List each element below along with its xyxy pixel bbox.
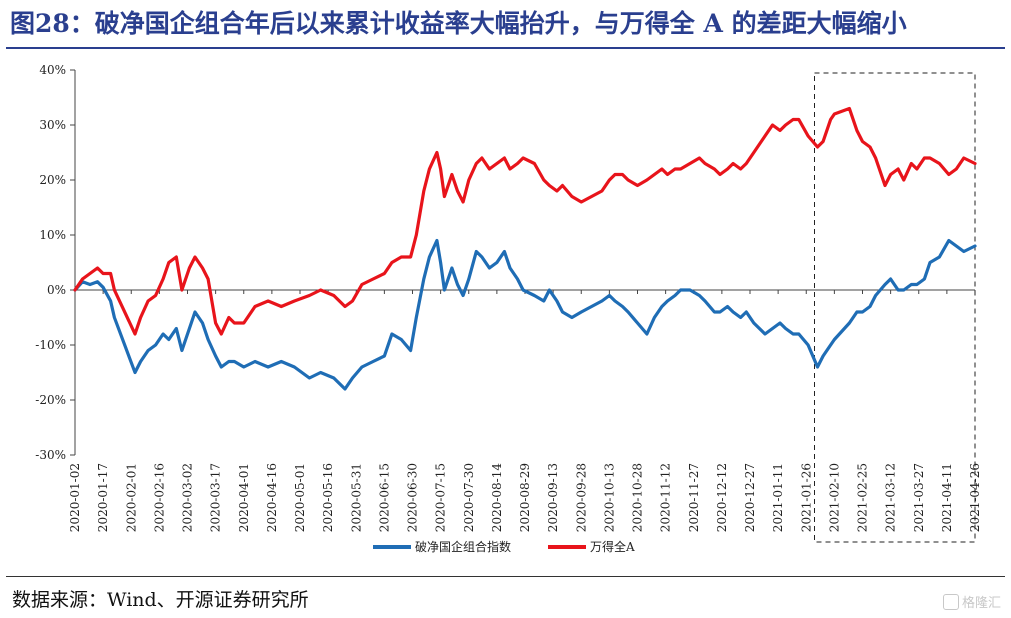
x-tick-label: 2020-05-31: [349, 463, 363, 532]
chart-legend: 破净国企组合指数 万得全A: [373, 539, 635, 554]
series-line-1: [73, 238, 977, 391]
x-tick-label: 2020-02-16: [152, 463, 166, 532]
y-tick-label: -10%: [35, 338, 66, 352]
x-tick-label: 2021-04-11: [940, 463, 954, 532]
watermark-logo-icon: [942, 594, 959, 610]
footer-rule: [6, 576, 1005, 577]
x-tick-label: 2021-02-25: [856, 463, 870, 532]
x-tick-label: 2020-05-16: [321, 463, 335, 532]
x-tick-label: 2021-02-10: [827, 463, 841, 532]
x-tick-label: 2020-01-17: [96, 463, 110, 532]
x-tick-label: 2020-12-12: [715, 463, 729, 532]
x-tick-label: 2020-06-15: [377, 463, 391, 532]
x-tick-label: 2020-03-02: [181, 463, 195, 532]
x-tick-label: 2020-09-28: [574, 463, 588, 532]
chart-axes: -30% -20% -10% 0% 10% 20% 30% 40% 2020-01-02 2020…: [35, 63, 982, 532]
y-tick-label: 30%: [39, 118, 66, 132]
series-line-2: [73, 106, 977, 336]
x-tick-label: 2021-03-27: [912, 463, 926, 532]
x-tick-label: 2020-11-12: [659, 463, 673, 532]
y-tick-label: 40%: [39, 63, 66, 77]
y-tick-label: -30%: [35, 448, 66, 462]
series-lines: [73, 106, 977, 391]
x-tick-label: 2021-03-12: [884, 463, 898, 532]
title-rule: [6, 47, 1005, 49]
x-tick-label: 2020-07-30: [462, 463, 476, 532]
y-tick-label: -20%: [35, 393, 66, 407]
x-tick-label: 2020-03-17: [209, 463, 223, 532]
line-chart: -30% -20% -10% 0% 10% 20% 30% 40% 2020-01-02 2020…: [35, 63, 982, 554]
x-tick-label: 2020-11-27: [687, 463, 701, 532]
x-tick-label: 2020-10-28: [631, 463, 645, 532]
x-tick-label: 2020-05-01: [293, 463, 307, 532]
watermark: 格隆汇: [942, 592, 1001, 611]
x-tick-label: 2020-06-30: [406, 463, 420, 532]
x-tick-label: 2020-04-01: [237, 463, 251, 532]
x-tick-label: 2021-01-26: [799, 463, 813, 532]
x-tick-label: 2020-12-27: [743, 463, 757, 532]
x-tick-label: 2020-08-14: [490, 463, 504, 533]
y-tick-label: 0%: [47, 283, 66, 297]
y-tick-label: 10%: [39, 228, 66, 242]
x-tick-label: 2020-10-13: [602, 463, 616, 532]
watermark-text: 格隆汇: [961, 596, 1001, 611]
x-tick-label: 2020-01-02: [68, 463, 82, 532]
y-tick-label: 20%: [39, 173, 66, 187]
source-note: 数据来源：Wind、开源证券研究所: [12, 589, 309, 611]
x-tick-label: 2020-07-15: [434, 463, 448, 532]
x-tick-label: 2020-08-29: [518, 463, 532, 532]
x-tick-label: 2021-01-11: [771, 463, 785, 532]
legend-label-2: 万得全A: [590, 539, 635, 554]
legend-label-1: 破净国企组合指数: [415, 539, 511, 554]
chart-title: 图28：破净国企组合年后以来累计收益率大幅抬升，与万得全 A 的差距大幅缩小: [10, 9, 907, 38]
x-tick-label: 2020-09-13: [546, 463, 560, 532]
x-tick-label: 2020-02-01: [124, 463, 138, 532]
x-tick-label: 2020-04-16: [265, 463, 279, 532]
